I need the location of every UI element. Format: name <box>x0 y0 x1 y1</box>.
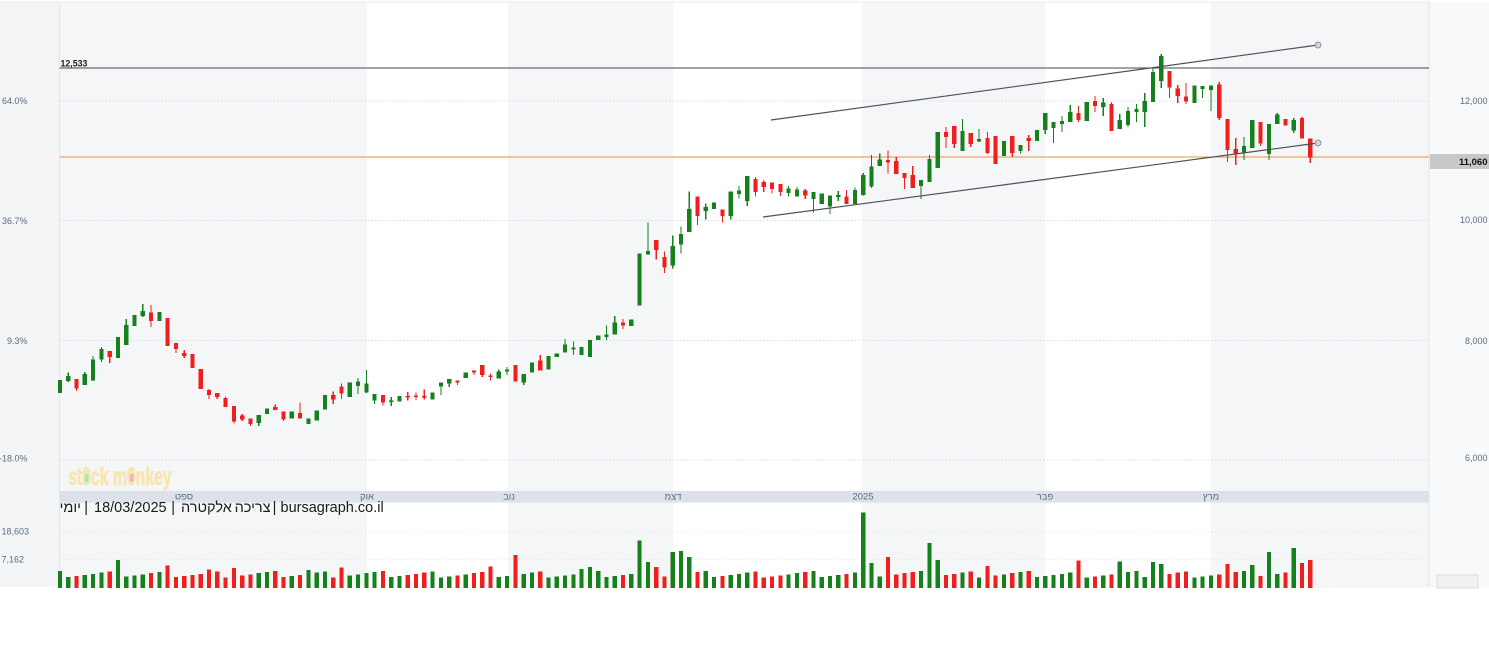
svg-text:12,533: 12,533 <box>61 59 88 69</box>
svg-text:נוב: נוב <box>503 492 515 503</box>
svg-text:10,000: 10,000 <box>1460 215 1488 225</box>
svg-text:36.7%: 36.7% <box>2 216 28 226</box>
svg-text:8,000: 8,000 <box>1465 336 1488 346</box>
svg-text:11,060: 11,060 <box>1459 157 1488 168</box>
svg-text:דצמ: דצמ <box>665 492 682 503</box>
svg-text:פבר: פבר <box>1037 492 1054 503</box>
svg-text:6,000: 6,000 <box>1465 453 1488 463</box>
svg-text:12,000: 12,000 <box>1460 96 1488 106</box>
svg-text:64.0%: 64.0% <box>2 96 28 106</box>
svg-text:18,603: 18,603 <box>2 527 30 537</box>
svg-text:7,162: 7,162 <box>2 555 25 565</box>
svg-text:ספט: ספט <box>175 492 193 503</box>
svg-text:2025: 2025 <box>852 492 873 503</box>
svg-text:st0ck m0nkey: st0ck m0nkey <box>68 463 172 491</box>
svg-text:אוק: אוק <box>360 492 374 503</box>
svg-text:9.3%: 9.3% <box>7 336 28 346</box>
svg-text:-18.0%: -18.0% <box>0 453 28 463</box>
svg-text:מרץ: מרץ <box>1203 492 1219 503</box>
